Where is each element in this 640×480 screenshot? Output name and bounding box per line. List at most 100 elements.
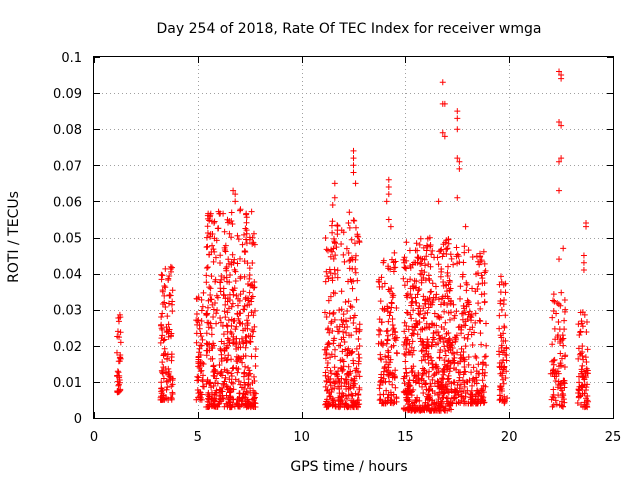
data-point — [468, 369, 475, 376]
data-point — [392, 329, 399, 336]
data-point — [423, 341, 430, 348]
data-point — [439, 129, 446, 136]
data-point — [217, 319, 224, 326]
data-point — [460, 259, 467, 266]
data-point — [439, 293, 446, 300]
data-point — [456, 377, 463, 384]
data-point — [196, 393, 203, 400]
data-point — [376, 385, 383, 392]
data-point — [583, 359, 590, 366]
data-point — [403, 345, 410, 352]
data-point — [221, 308, 228, 315]
data-point — [226, 376, 233, 383]
data-point — [454, 382, 461, 389]
data-point — [412, 259, 419, 266]
data-point — [559, 336, 566, 343]
data-point — [208, 331, 215, 338]
data-point — [207, 291, 214, 298]
data-point — [455, 253, 462, 260]
data-point — [500, 301, 507, 308]
data-point — [428, 343, 435, 350]
data-point — [585, 398, 592, 405]
data-point — [225, 396, 232, 403]
data-point — [575, 355, 582, 362]
data-point — [502, 280, 509, 287]
data-point — [322, 369, 329, 376]
data-point — [456, 369, 463, 376]
data-point — [559, 403, 566, 410]
data-point — [448, 342, 455, 349]
data-point — [400, 256, 407, 263]
data-point — [353, 325, 360, 332]
data-point — [245, 376, 252, 383]
data-point — [561, 364, 568, 371]
data-point — [456, 165, 463, 172]
data-point — [198, 307, 205, 314]
data-point — [355, 351, 362, 358]
data-point — [580, 373, 587, 380]
data-point — [238, 335, 245, 342]
data-point — [346, 224, 353, 231]
data-point — [499, 376, 506, 383]
data-point — [324, 403, 331, 410]
data-point — [327, 293, 334, 300]
data-point — [241, 258, 248, 265]
data-point — [228, 356, 235, 363]
data-point — [446, 277, 453, 284]
data-point — [383, 198, 390, 205]
data-point — [392, 367, 399, 374]
data-point — [407, 349, 414, 356]
data-point — [483, 342, 490, 349]
data-point — [229, 300, 236, 307]
data-point — [345, 371, 352, 378]
data-point — [421, 269, 428, 276]
data-point — [325, 297, 332, 304]
data-point — [437, 407, 444, 414]
data-point — [497, 396, 504, 403]
data-point — [159, 332, 166, 339]
data-point — [405, 391, 412, 398]
data-point — [330, 289, 337, 296]
data-point — [451, 389, 458, 396]
data-point — [339, 348, 346, 355]
data-point — [496, 348, 503, 355]
data-point — [248, 298, 255, 305]
data-point — [583, 318, 590, 325]
data-point — [228, 370, 235, 377]
data-point — [441, 335, 448, 342]
data-point — [417, 270, 424, 277]
data-point — [206, 284, 213, 291]
data-point — [329, 218, 336, 225]
data-point — [554, 333, 561, 340]
data-point — [469, 392, 476, 399]
data-point — [205, 324, 212, 331]
data-point — [210, 340, 217, 347]
data-point — [434, 383, 441, 390]
data-point — [225, 317, 232, 324]
data-point — [230, 259, 237, 266]
data-point — [213, 375, 220, 382]
data-point — [420, 389, 427, 396]
data-point — [469, 382, 476, 389]
data-point — [229, 365, 236, 372]
data-point — [449, 400, 456, 407]
data-point — [203, 272, 210, 279]
data-point — [204, 223, 211, 230]
data-point — [194, 317, 201, 324]
data-point — [574, 399, 581, 406]
data-point — [481, 399, 488, 406]
data-point — [460, 310, 467, 317]
data-point — [438, 324, 445, 331]
data-point — [473, 271, 480, 278]
data-point — [503, 368, 510, 375]
data-point — [458, 345, 465, 352]
data-point — [578, 366, 585, 373]
data-point — [577, 309, 584, 316]
data-point — [473, 368, 480, 375]
data-point — [210, 383, 217, 390]
data-point — [347, 315, 354, 322]
data-point — [222, 354, 229, 361]
data-point — [450, 301, 457, 308]
data-point — [168, 395, 175, 402]
